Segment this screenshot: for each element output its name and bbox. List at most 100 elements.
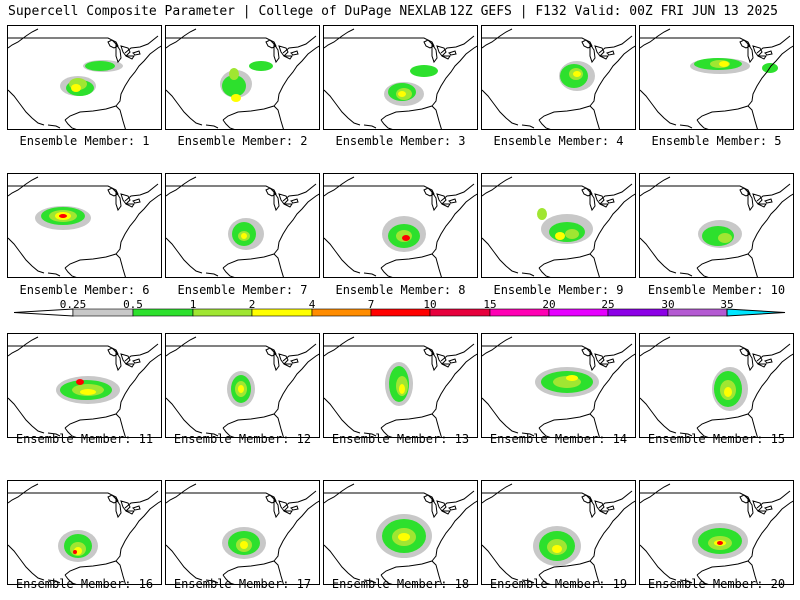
scp-contour bbox=[719, 61, 729, 67]
map-graphic bbox=[324, 336, 477, 437]
scp-contour bbox=[552, 545, 562, 553]
scp-contour bbox=[231, 94, 241, 102]
mexico-coast bbox=[205, 574, 235, 584]
scp-contour bbox=[80, 389, 96, 395]
border-line bbox=[640, 343, 791, 362]
scp-contour bbox=[398, 533, 410, 541]
ensemble-panel bbox=[481, 25, 636, 130]
mexico-coast bbox=[363, 267, 393, 277]
scp-contour bbox=[73, 550, 77, 554]
coastline bbox=[8, 28, 161, 129]
border-line bbox=[482, 490, 633, 509]
member-caption: Ensemble Member: 2 bbox=[177, 134, 308, 148]
ensemble-panel bbox=[481, 173, 636, 278]
coastline bbox=[8, 176, 161, 277]
ensemble-panel bbox=[7, 173, 162, 278]
coastline bbox=[640, 28, 793, 129]
member-caption: Ensemble Member: 5 bbox=[651, 134, 782, 148]
scp-contour bbox=[249, 61, 273, 71]
scp-contour bbox=[402, 235, 410, 241]
map-graphic bbox=[166, 483, 319, 584]
map-graphic bbox=[482, 176, 635, 277]
member-caption: Ensemble Member: 11 bbox=[15, 432, 154, 446]
border-line bbox=[8, 183, 159, 202]
map-graphic bbox=[324, 28, 477, 129]
ensemble-panel bbox=[165, 25, 320, 130]
map-graphic bbox=[324, 176, 477, 277]
coastline bbox=[324, 483, 477, 584]
scp-contour bbox=[238, 385, 244, 393]
colorbar-tick-label: 30 bbox=[661, 298, 675, 311]
colorbar-tick-label: 35 bbox=[720, 298, 734, 311]
great-lakes bbox=[739, 187, 773, 212]
colorbar-segment bbox=[489, 308, 550, 317]
map-graphic bbox=[482, 28, 635, 129]
coastline bbox=[640, 336, 793, 437]
scp-contour bbox=[718, 233, 732, 243]
ensemble-panel bbox=[639, 480, 794, 585]
great-lakes bbox=[739, 494, 773, 519]
great-lakes bbox=[265, 347, 299, 372]
colorbar-segment bbox=[311, 308, 372, 317]
great-lakes bbox=[423, 187, 457, 212]
border-line bbox=[324, 343, 475, 362]
great-lakes bbox=[423, 39, 457, 64]
scp-contour bbox=[565, 229, 579, 239]
coastline bbox=[482, 28, 635, 129]
ensemble-panel bbox=[639, 173, 794, 278]
coastline bbox=[166, 176, 319, 277]
map-graphic bbox=[640, 28, 793, 129]
border-line bbox=[166, 35, 317, 54]
great-lakes bbox=[423, 347, 457, 372]
coastline bbox=[640, 176, 793, 277]
colorbar-tick-label: 2 bbox=[248, 298, 256, 311]
scp-contour bbox=[222, 75, 246, 97]
colorbar-tick-label: 7 bbox=[367, 298, 375, 311]
page-title: Supercell Composite Parameter | College … bbox=[8, 4, 447, 19]
colorbar-segment bbox=[370, 308, 431, 317]
great-lakes bbox=[739, 39, 773, 64]
scp-contour bbox=[410, 65, 438, 77]
member-caption: Ensemble Member: 16 bbox=[15, 577, 154, 591]
great-lakes bbox=[581, 347, 615, 372]
member-caption: Ensemble Member: 7 bbox=[177, 283, 308, 297]
member-caption: Ensemble Member: 14 bbox=[489, 432, 628, 446]
coastline bbox=[324, 28, 477, 129]
map-graphic bbox=[482, 483, 635, 584]
border-line bbox=[324, 490, 475, 509]
colorbar-segment bbox=[607, 308, 669, 317]
map-graphic bbox=[8, 176, 161, 277]
scp-contour bbox=[398, 91, 406, 97]
ensemble-panel bbox=[639, 333, 794, 438]
ensemble-panel bbox=[165, 480, 320, 585]
map-graphic bbox=[640, 336, 793, 437]
colorbar-segment bbox=[667, 308, 728, 317]
mexico-coast bbox=[679, 574, 709, 584]
member-caption: Ensemble Member: 9 bbox=[493, 283, 624, 297]
coastline bbox=[166, 28, 319, 129]
ensemble-panel bbox=[323, 25, 478, 130]
member-caption: Ensemble Member: 1 bbox=[19, 134, 150, 148]
mexico-coast bbox=[363, 574, 393, 584]
member-caption: Ensemble Member: 18 bbox=[331, 577, 470, 591]
great-lakes bbox=[581, 187, 615, 212]
colorbar-graphic bbox=[13, 308, 786, 317]
scp-contour bbox=[537, 208, 547, 220]
map-graphic bbox=[8, 336, 161, 437]
coastline bbox=[482, 483, 635, 584]
mexico-coast bbox=[47, 574, 77, 584]
ensemble-panel bbox=[7, 333, 162, 438]
colorbar-tick-label: 0.5 bbox=[123, 298, 143, 311]
member-caption: Ensemble Member: 12 bbox=[173, 432, 312, 446]
ensemble-panel bbox=[481, 480, 636, 585]
scp-contour bbox=[399, 384, 405, 394]
border-line bbox=[8, 343, 159, 362]
colorbar-tick-label: 10 bbox=[423, 298, 437, 311]
map-graphic bbox=[166, 28, 319, 129]
great-lakes bbox=[107, 347, 141, 372]
ensemble-panel bbox=[323, 333, 478, 438]
scp-contour bbox=[59, 214, 67, 218]
border-line bbox=[482, 343, 633, 362]
coastline bbox=[8, 483, 161, 584]
mexico-coast bbox=[679, 119, 709, 129]
